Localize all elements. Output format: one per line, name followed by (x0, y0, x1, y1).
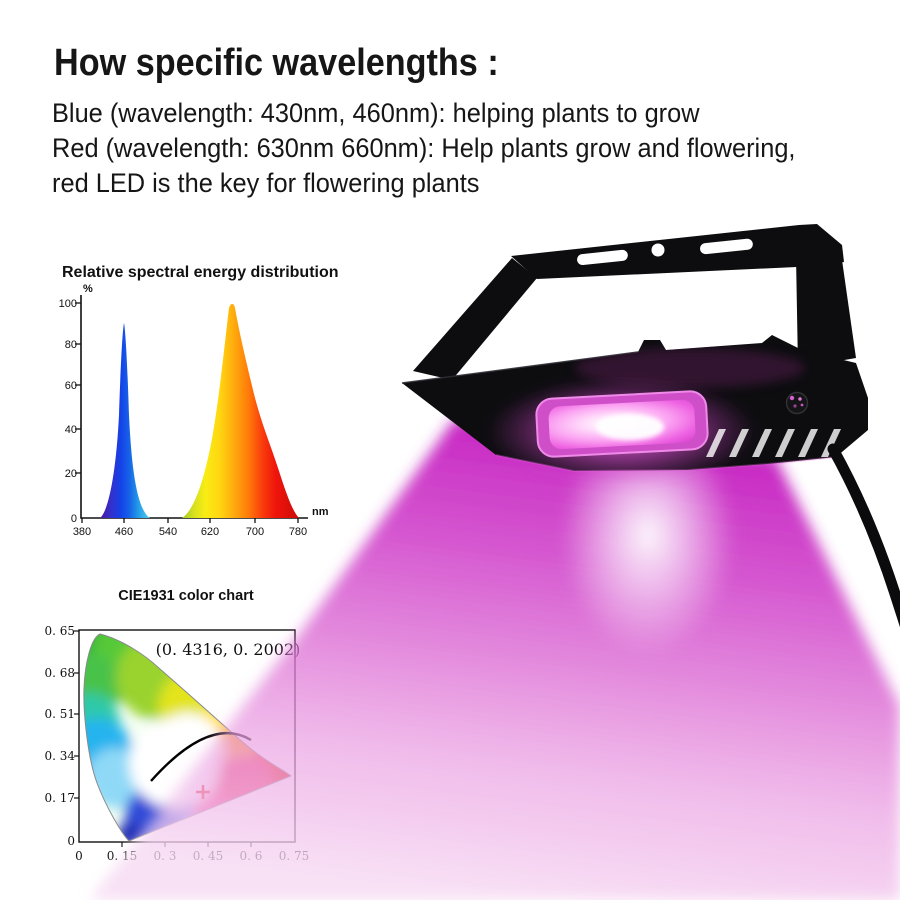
housing-top-rim (401, 351, 639, 384)
cob-led-lens (535, 390, 709, 458)
spectral-x-tick: 460 (115, 526, 133, 538)
spectral-chart-title: Relative spectral energy distribution (62, 264, 339, 281)
spectral-x-tick: 540 (159, 526, 177, 538)
spectral-y-tick: 80 (65, 339, 77, 351)
description-line-red2: red LED is the key for flowering plants (52, 168, 480, 198)
spectral-y-tick: 60 (65, 380, 77, 392)
cie-x-tick: 0. 15 (107, 849, 138, 863)
spectral-y-tick: 100 (59, 298, 77, 310)
bracket-hole (651, 243, 665, 257)
description-line-blue: Blue (wavelength: 430nm, 460nm): helping… (52, 98, 700, 128)
lamp-housing (402, 335, 868, 471)
heat-sink-fins (706, 429, 841, 457)
page-title: How specific wavelengths : (54, 42, 499, 84)
spectral-y-ticks (75, 302, 81, 474)
cie-y-tick: 0. 65 (44, 624, 75, 638)
housing-purple-sheen (575, 348, 805, 388)
cie-y-tick: 0. 17 (44, 791, 75, 805)
flood-light-fixture (401, 224, 900, 628)
description-line-red: Red (wavelength: 630nm 660nm): Help plan… (52, 133, 796, 163)
bracket-slot (700, 238, 753, 255)
power-cable (827, 443, 900, 628)
cie-chart-title: CIE1931 color chart (118, 588, 254, 604)
cie-y-tick: 0. 51 (44, 707, 75, 721)
spectral-y-tick: 20 (65, 468, 77, 480)
lens-hotspot (596, 414, 664, 440)
cie-x-tick: 0. 45 (193, 849, 224, 863)
description-block: Blue (wavelength: 430nm, 460nm): helping… (52, 96, 795, 201)
bracket-right-arm (796, 256, 856, 368)
cie-x-tick: 0. 6 (240, 849, 263, 863)
bracket-left-arm (413, 258, 537, 380)
lens-halo (487, 377, 757, 487)
beam-glare (560, 415, 736, 655)
cie-y-tick: 0. 68 (44, 666, 75, 680)
spectral-distribution-chart: Relative spectral energy distribution % … (59, 264, 339, 538)
cie-y-tick: 0 (67, 834, 75, 848)
bracket-slot (577, 249, 628, 266)
blue-emission-peak (100, 323, 150, 518)
side-knob (785, 391, 809, 415)
spectral-x-tick: 780 (289, 526, 307, 538)
mounting-bracket (413, 224, 856, 380)
cie-x-tick: 0 (75, 849, 83, 863)
cie1931-chart: CIE1931 color chart (44, 588, 310, 863)
spectral-x-tick: 700 (246, 526, 264, 538)
cie-x-tick: 0. 75 (279, 849, 310, 863)
spectral-y-tick: 40 (65, 424, 77, 436)
spectral-y-tick: 0 (71, 513, 77, 525)
cie-annotation: (0. 4316, 0. 2002) (156, 640, 301, 659)
cie-x-tick: 0. 3 (154, 849, 177, 863)
spectral-y-unit: % (83, 283, 93, 295)
spectral-x-unit: nm (312, 506, 329, 518)
cie-y-tick: 0. 34 (44, 749, 75, 763)
spectral-x-tick: 380 (73, 526, 91, 538)
red-emission-peak (182, 303, 299, 518)
spectral-x-tick: 620 (201, 526, 219, 538)
housing-bottom-rimlight (495, 454, 837, 473)
